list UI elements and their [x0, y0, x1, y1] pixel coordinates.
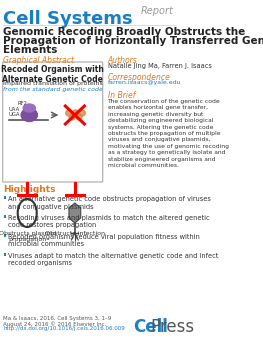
- Text: Impaired translation of proteins: Impaired translation of proteins: [3, 81, 103, 86]
- Polygon shape: [69, 203, 81, 223]
- Text: UGA: UGA: [9, 112, 20, 117]
- Text: Obstructs infection: Obstructs infection: [45, 231, 105, 236]
- Text: Recoded organisms reduce viral population fitness within
microbial communities: Recoded organisms reduce viral populatio…: [8, 234, 200, 248]
- Bar: [4, 234, 6, 237]
- Ellipse shape: [69, 114, 75, 120]
- Text: Elements: Elements: [3, 45, 58, 55]
- Text: Ma & Isaacs, 2016, Cell Systems 3, 1–9: Ma & Isaacs, 2016, Cell Systems 3, 1–9: [3, 316, 112, 321]
- Bar: [4, 196, 6, 199]
- FancyBboxPatch shape: [3, 62, 103, 182]
- Text: Cell Systems: Cell Systems: [3, 10, 133, 28]
- Text: Propagation of Horizontally Transferred Genetic: Propagation of Horizontally Transferred …: [3, 36, 263, 46]
- Text: Recoded Organism with
Alternate Genetic Code: Recoded Organism with Alternate Genetic …: [1, 65, 104, 84]
- Text: Obstructs plasmid
propagation: Obstructs plasmid propagation: [0, 231, 56, 242]
- Text: RF2: RF2: [17, 101, 27, 106]
- Text: Viruses adapt to match the alternative genetic code and infect
recoded organisms: Viruses adapt to match the alternative g…: [8, 253, 219, 266]
- Text: farren.isaacs@yale.edu: farren.isaacs@yale.edu: [108, 80, 181, 85]
- Text: Graphical Abstract: Graphical Abstract: [3, 56, 74, 65]
- Text: In Brief: In Brief: [108, 91, 135, 100]
- Text: http://dx.doi.org/10.1016/j.cels.2016.06.009: http://dx.doi.org/10.1016/j.cels.2016.06…: [3, 326, 125, 331]
- Bar: [4, 253, 6, 256]
- Text: Genomic Recoding Broadly Obstructs the: Genomic Recoding Broadly Obstructs the: [3, 27, 246, 37]
- Text: Authors: Authors: [108, 56, 137, 65]
- Text: Natalie Jing Ma, Farren J. Isaacs: Natalie Jing Ma, Farren J. Isaacs: [108, 63, 211, 69]
- Text: August 24, 2016 © 2016 Elsevier Inc.: August 24, 2016 © 2016 Elsevier Inc.: [3, 321, 107, 327]
- Text: Report: Report: [141, 6, 174, 16]
- Ellipse shape: [66, 110, 72, 116]
- Text: The conservation of the genetic code
enables horizontal gene transfer,
increasin: The conservation of the genetic code ena…: [108, 99, 229, 168]
- Text: Highlights: Highlights: [3, 185, 56, 194]
- Text: Cell: Cell: [133, 318, 168, 336]
- Text: from the standard genetic code: from the standard genetic code: [3, 87, 103, 92]
- Text: Correspondence: Correspondence: [108, 73, 170, 82]
- Ellipse shape: [21, 108, 37, 121]
- Text: An alternative genetic code obstructs propagation of viruses
and conjugative pla: An alternative genetic code obstructs pr…: [8, 196, 211, 210]
- Text: Press: Press: [150, 318, 195, 336]
- Ellipse shape: [79, 110, 85, 116]
- Text: UAA: UAA: [9, 107, 20, 112]
- Ellipse shape: [73, 110, 79, 116]
- Text: Recoding viruses and plasmids to match the altered genetic
code restores propaga: Recoding viruses and plasmids to match t…: [8, 215, 210, 228]
- Ellipse shape: [76, 114, 82, 120]
- Ellipse shape: [23, 104, 36, 112]
- Bar: [4, 215, 6, 218]
